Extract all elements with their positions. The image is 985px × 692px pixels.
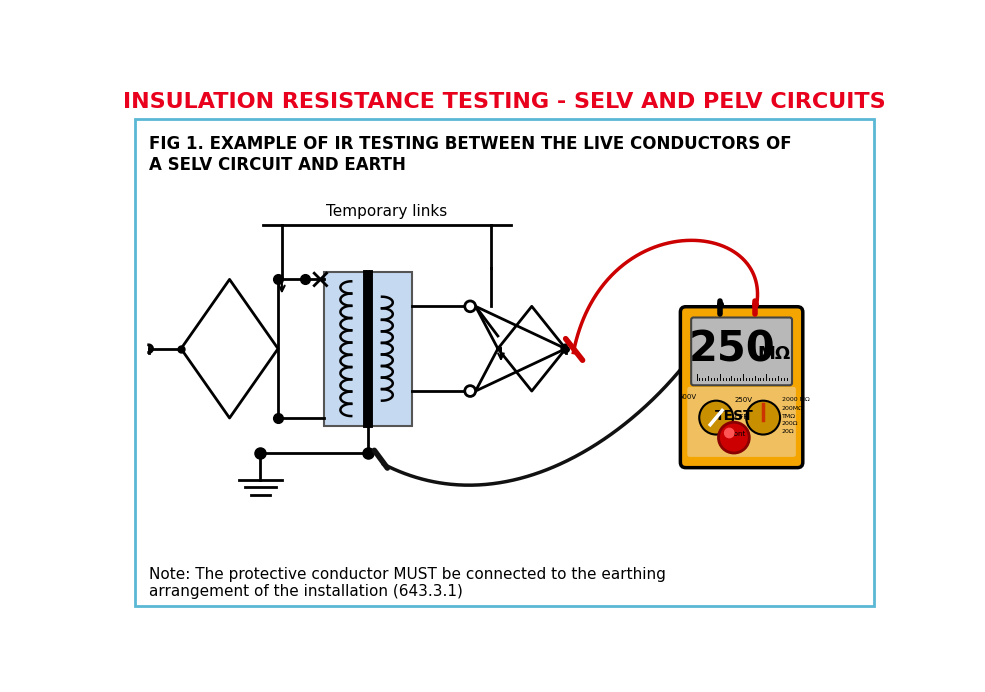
Bar xyxy=(324,272,413,426)
Circle shape xyxy=(718,422,750,453)
Text: 200Ω: 200Ω xyxy=(782,421,798,426)
Text: Note: The protective conductor MUST be connected to the earthing: Note: The protective conductor MUST be c… xyxy=(149,567,666,581)
Text: FIG 1. EXAMPLE OF IR TESTING BETWEEN THE LIVE CONDUCTORS OF: FIG 1. EXAMPLE OF IR TESTING BETWEEN THE… xyxy=(149,136,791,154)
Text: arrangement of the installation (643.3.1): arrangement of the installation (643.3.1… xyxy=(149,584,463,599)
Circle shape xyxy=(724,428,735,439)
Text: MΩ: MΩ xyxy=(757,345,791,363)
Text: A SELV CIRCUIT AND EARTH: A SELV CIRCUIT AND EARTH xyxy=(149,156,406,174)
Text: Temporary links: Temporary links xyxy=(326,204,447,219)
Text: TMΩ: TMΩ xyxy=(782,414,796,419)
FancyBboxPatch shape xyxy=(688,387,796,457)
Text: 2000 MΩ: 2000 MΩ xyxy=(782,397,810,401)
Text: 20Ω: 20Ω xyxy=(782,429,794,434)
Text: 250V: 250V xyxy=(735,397,753,403)
Text: Cont: Cont xyxy=(729,431,746,437)
Text: 500V: 500V xyxy=(679,394,697,400)
Text: OFF: OFF xyxy=(735,414,748,420)
Text: TEST: TEST xyxy=(714,409,754,423)
Text: 200MΩ: 200MΩ xyxy=(782,406,804,411)
Circle shape xyxy=(465,301,476,311)
Circle shape xyxy=(747,401,780,435)
Text: 250: 250 xyxy=(689,328,776,370)
FancyBboxPatch shape xyxy=(688,313,796,388)
Circle shape xyxy=(699,401,733,435)
FancyBboxPatch shape xyxy=(691,318,792,385)
Text: INSULATION RESISTANCE TESTING - SELV AND PELV CIRCUITS: INSULATION RESISTANCE TESTING - SELV AND… xyxy=(123,91,886,111)
Circle shape xyxy=(465,385,476,397)
FancyBboxPatch shape xyxy=(681,307,803,468)
